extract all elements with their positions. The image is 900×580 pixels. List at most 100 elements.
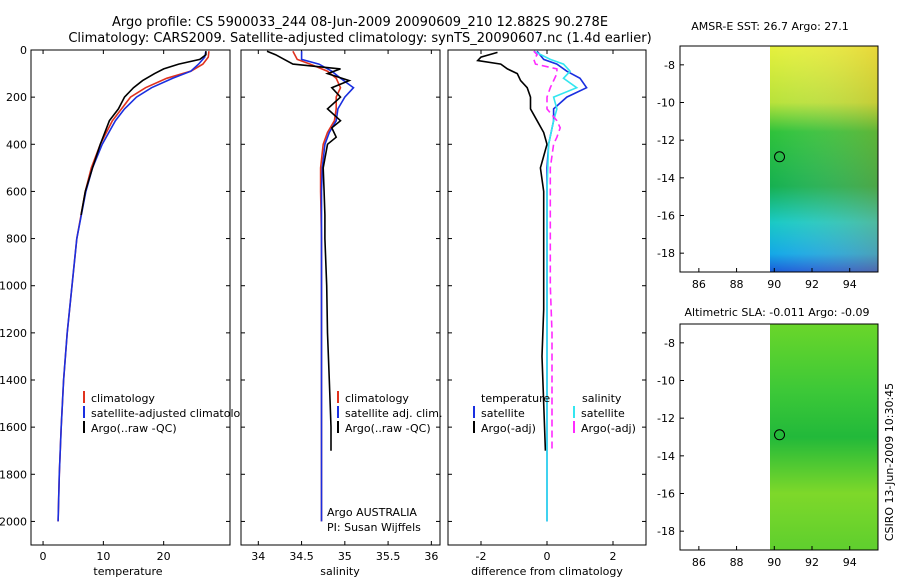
x-tick-label: 35.5 <box>376 550 401 563</box>
sla-map-title: Altimetric SLA: -0.011 Argo: -0.09 <box>685 306 870 319</box>
legend-label-temperature: temperature <box>481 392 550 405</box>
temperature-plot-frame <box>30 49 231 546</box>
difference-x-label: difference from climatology <box>471 565 623 578</box>
temperature-x-label: temperature <box>93 565 162 578</box>
y-tick-label: 1800 <box>0 468 27 481</box>
sst-x-axis: 86 88 90 92 94 <box>692 268 857 291</box>
series-argo-raw-qc- <box>80 51 207 216</box>
legend-label-sal-satellite: satellite <box>581 407 625 420</box>
temperature-legend: climatology satellite-adjusted climatolo… <box>83 391 254 435</box>
legend-label-salinity: salinity <box>582 392 622 405</box>
salinity-x-label: salinity <box>320 565 360 578</box>
y-tick-label: -8 <box>664 337 675 350</box>
figure-title-line1: Argo profile: CS 5900033_244 08-Jun-2009… <box>112 15 608 30</box>
y-tick-label: 800 <box>6 233 27 246</box>
y-tick-label: -18 <box>657 247 675 260</box>
sst-field-shade <box>770 46 878 272</box>
y-tick-label: -12 <box>657 412 675 425</box>
sst-float-marker <box>774 151 786 163</box>
y-tick-label: 0 <box>20 44 27 57</box>
x-tick-label: 90 <box>767 278 781 291</box>
y-tick-label: 200 <box>6 91 27 104</box>
legend-label-satellite: satellite adj. clim. <box>345 407 442 420</box>
y-tick-label: 400 <box>6 138 27 151</box>
y-tick-label: 1600 <box>0 421 27 434</box>
pi-label: PI: Susan Wijffels <box>327 521 421 534</box>
series-satellite-adjusted-climatology <box>57 51 207 522</box>
sla-map: Altimetric SLA: -0.011 Argo: -0.09 86 88 9… <box>657 306 879 569</box>
series-salinity-argo-adj- <box>532 50 562 451</box>
difference-x-axis: -2 0 2 <box>476 50 617 563</box>
y-tick-label: -14 <box>657 450 675 463</box>
sst-y-axis: -8 -10 -12 -14 -16 -18 <box>657 59 684 260</box>
salinity-panel: 34 34.5 35 35.5 36 salinity climatology sate… <box>240 49 442 578</box>
series-salinity-satellite <box>533 50 579 522</box>
sst-map-border <box>679 45 879 273</box>
y-tick-label: 1400 <box>0 374 27 387</box>
figure-title-line2: Climatology: CARS2009. Satellite-adjuste… <box>68 31 651 46</box>
sla-x-axis: 86 88 90 92 94 <box>692 546 857 569</box>
sla-field <box>770 324 878 550</box>
sla-float-marker <box>774 429 786 441</box>
y-tick-label: 1000 <box>0 280 27 293</box>
legend-label-temp-argo: Argo(-adj) <box>481 422 536 435</box>
x-tick-label: 90 <box>767 556 781 569</box>
x-tick-label: 2 <box>610 550 617 563</box>
x-tick-label: 94 <box>843 556 857 569</box>
x-tick-label: 88 <box>730 278 744 291</box>
sla-map-border <box>679 323 879 551</box>
x-tick-label: 36 <box>424 550 438 563</box>
operator-label: Argo AUSTRALIA <box>327 506 417 519</box>
x-tick-label: 35 <box>338 550 352 563</box>
legend-label-climatology: climatology <box>345 392 409 405</box>
legend-label-argo: Argo(..raw -QC) <box>345 422 431 435</box>
x-tick-label: 10 <box>96 550 110 563</box>
y-tick-label: -18 <box>657 525 675 538</box>
x-tick-label: 34.5 <box>289 550 314 563</box>
y-tick-label: 1200 <box>0 327 27 340</box>
x-tick-label: 94 <box>843 278 857 291</box>
x-tick-label: 0 <box>544 550 551 563</box>
difference-series-group <box>476 50 588 522</box>
x-tick-label: 86 <box>692 556 706 569</box>
sst-map-title: AMSR-E SST: 26.7 Argo: 27.1 <box>691 20 849 33</box>
y-tick-label: -8 <box>664 59 675 72</box>
series-satellite-adj-clim- <box>300 51 355 522</box>
salinity-series-group <box>266 50 355 522</box>
legend-label-temp-satellite: satellite <box>481 407 525 420</box>
y-tick-label: -14 <box>657 172 675 185</box>
x-tick-label: 0 <box>40 550 47 563</box>
y-tick-label: 2000 <box>0 515 27 528</box>
y-tick-label: -12 <box>657 134 675 147</box>
legend-label-sal-argo: Argo(-adj) <box>581 422 636 435</box>
salinity-legend: climatology satellite adj. clim. Argo(..… <box>337 391 442 435</box>
temperature-x-axis: 0 10 20 <box>40 50 171 563</box>
y-tick-label: -16 <box>657 488 675 501</box>
x-tick-label: 86 <box>692 278 706 291</box>
difference-legend: temperature satellite Argo(-adj) salinit… <box>473 392 636 435</box>
series-argo-raw-qc- <box>266 50 352 451</box>
y-tick-label: -10 <box>657 97 675 110</box>
x-tick-label: 34 <box>251 550 265 563</box>
salinity-plot-frame <box>240 49 441 546</box>
series-temperature-argo-adj- <box>476 51 548 451</box>
y-tick-label: 600 <box>6 185 27 198</box>
x-tick-label: -2 <box>476 550 487 563</box>
csiro-timestamp: CSIRO 13-Jun-2009 10:30:45 <box>883 383 896 541</box>
sst-map: AMSR-E SST: 26.7 Argo: 27.1 86 88 90 92 94 -… <box>657 20 879 291</box>
x-tick-label: 92 <box>805 278 819 291</box>
y-tick-label: -16 <box>657 210 675 223</box>
x-tick-label: 20 <box>157 550 171 563</box>
legend-label-argo: Argo(..raw -QC) <box>91 422 177 435</box>
temperature-y-axis: 0 200 400 600 800 1000 1200 1400 1600 1800 2000 <box>0 44 27 528</box>
sla-y-axis: -8 -10 -12 -14 -16 -18 <box>657 337 684 538</box>
legend-label-climatology: climatology <box>91 392 155 405</box>
legend-label-satellite: satellite-adjusted climatology <box>91 407 254 420</box>
temperature-series-group <box>57 51 210 522</box>
temperature-panel: 0 200 400 600 800 1000 1200 1400 1600 1800 2000 0 1… <box>0 44 254 578</box>
x-tick-label: 88 <box>730 556 744 569</box>
salinity-x-axis: 34 34.5 35 35.5 36 <box>251 50 438 563</box>
y-tick-label: -10 <box>657 375 675 388</box>
x-tick-label: 92 <box>805 556 819 569</box>
